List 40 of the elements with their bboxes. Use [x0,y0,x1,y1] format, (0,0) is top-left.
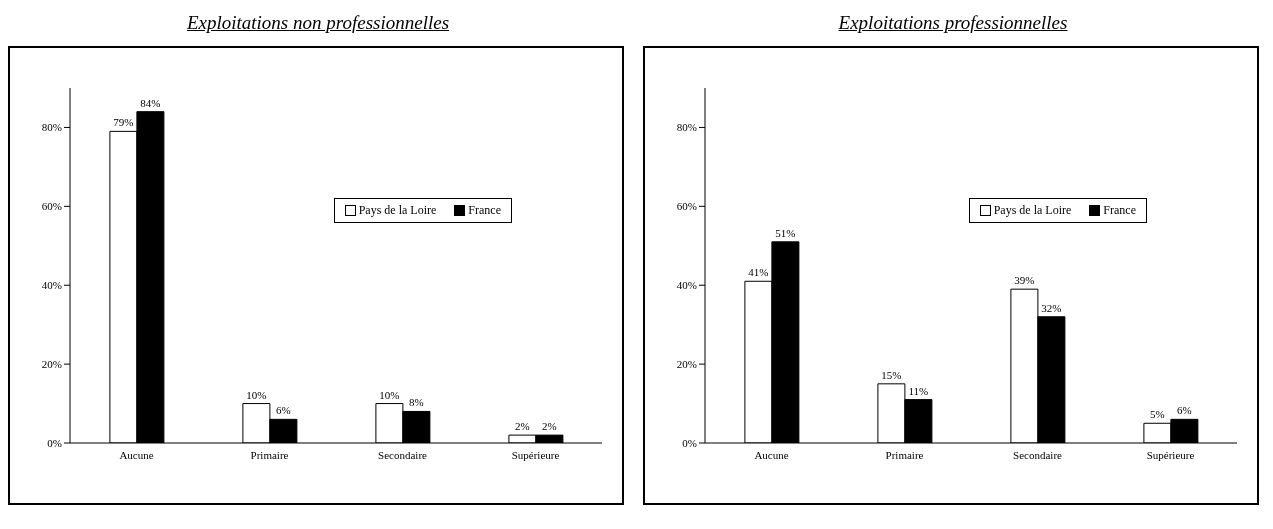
data-label: 39% [1014,274,1035,287]
data-label: 32% [1041,301,1062,314]
data-label: 84% [140,96,161,109]
x-tick-label: Supérieure [1146,448,1195,461]
data-label: 2% [515,420,530,433]
y-tick-label: 40% [41,279,62,292]
y-tick-label: 60% [41,200,62,213]
chart-title: Exploitations professionnelles [837,11,1069,35]
data-label: 41% [748,266,769,279]
x-tick-label: Primaire [250,448,289,461]
data-label: 79% [113,116,134,129]
legend-label: Pays de la Loire [992,203,1072,218]
data-label: 6% [1177,404,1192,417]
data-label: 11% [908,384,929,397]
data-label: 15% [881,368,902,381]
data-label: 5% [1150,408,1165,421]
data-label: 6% [276,404,291,417]
y-tick-label: 80% [41,121,62,134]
x-tick-label: Secondaire [1013,448,1063,461]
y-tick-label: 60% [676,200,697,213]
y-tick-label: 40% [676,279,697,292]
y-tick-label: 0% [682,436,697,449]
x-tick-label: Secondaire [378,448,428,461]
data-label: 51% [775,226,796,239]
x-tick-label: Supérieure [511,448,560,461]
data-label: 8% [409,396,424,409]
data-label: 2% [542,420,557,433]
x-tick-label: Primaire [885,448,924,461]
data-label: 10% [246,388,267,401]
y-tick-label: 0% [47,436,62,449]
legend-label: France [1102,203,1136,218]
chart-title: Exploitations non professionnelles [185,11,451,35]
y-tick-label: 20% [676,358,697,371]
y-tick-label: 20% [41,358,62,371]
legend-label: Pays de la Loire [357,203,437,218]
x-tick-label: Aucune [754,448,789,461]
data-label: 10% [379,388,400,401]
legend-label: France [467,203,501,218]
y-tick-label: 80% [676,121,697,134]
x-tick-label: Aucune [119,448,154,461]
